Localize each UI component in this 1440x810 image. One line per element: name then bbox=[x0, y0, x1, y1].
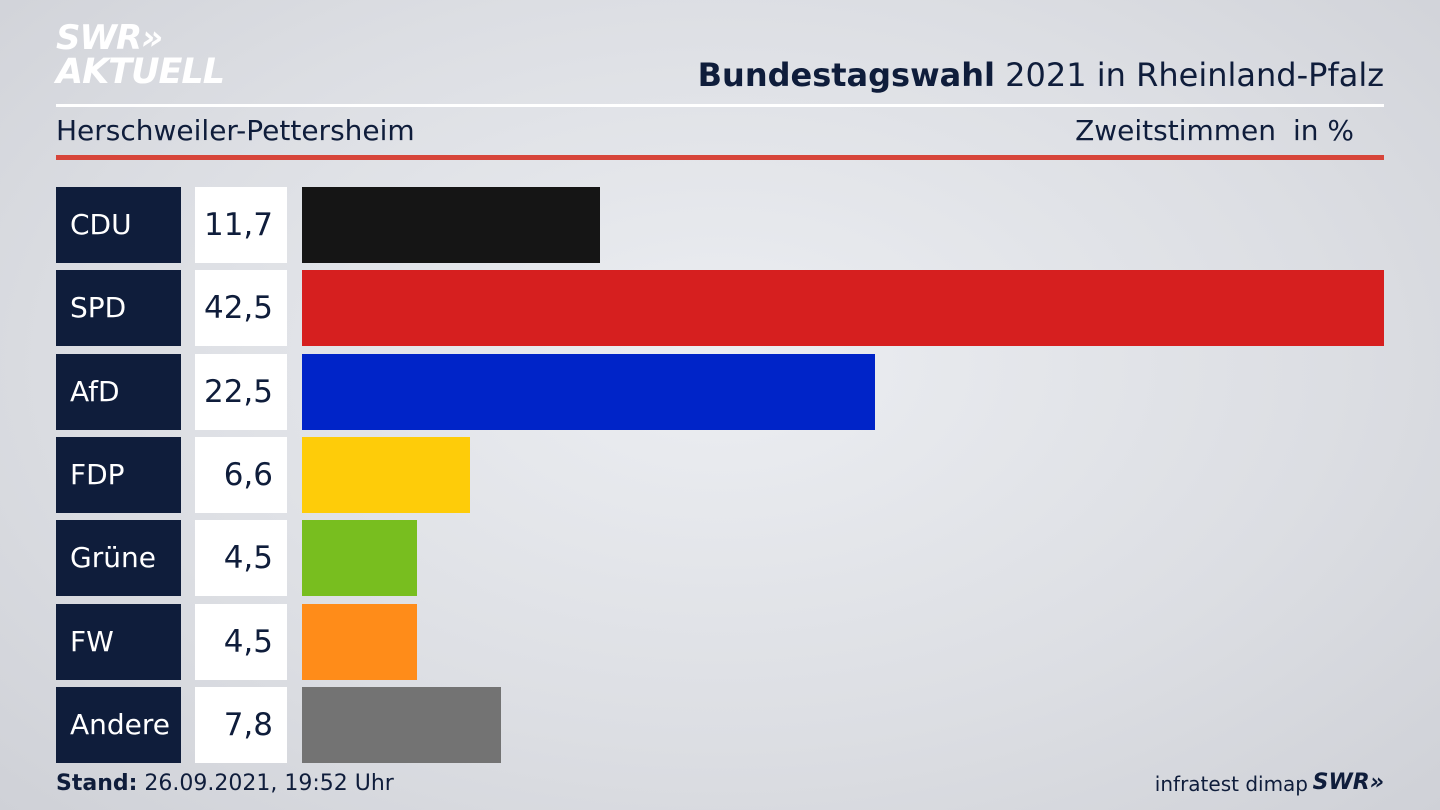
chart-title-bold: Bundestagswahl bbox=[697, 56, 995, 94]
region-label: Herschweiler-Pettersheim bbox=[56, 114, 415, 147]
timestamp: Stand: 26.09.2021, 19:52 Uhr bbox=[56, 771, 394, 796]
party-label: Grüne bbox=[56, 520, 181, 596]
value-label: 6,6 bbox=[195, 437, 287, 513]
accent-divider bbox=[56, 155, 1384, 160]
swr-brand-logo: SWR» bbox=[1312, 770, 1384, 795]
chart-title-rest: 2021 in Rheinland-Pfalz bbox=[995, 56, 1384, 94]
timestamp-label: Stand: bbox=[56, 771, 138, 796]
logo-line-1: SWR» bbox=[56, 18, 163, 58]
party-label: SPD bbox=[56, 270, 181, 346]
bar bbox=[302, 354, 875, 430]
party-label: Andere bbox=[56, 687, 181, 763]
value-label: 7,8 bbox=[195, 687, 287, 763]
logo-line-2: AKTUELL bbox=[56, 52, 225, 92]
party-label: FW bbox=[56, 604, 181, 680]
chart-row: FW 4,5 bbox=[56, 604, 1384, 680]
bar bbox=[302, 687, 501, 763]
bar bbox=[302, 520, 417, 596]
bar bbox=[302, 437, 470, 513]
header-divider bbox=[56, 104, 1384, 107]
bar bbox=[302, 187, 600, 263]
unit-label: in % bbox=[1292, 114, 1354, 147]
bar bbox=[302, 270, 1384, 346]
timestamp-value: 26.09.2021, 19:52 Uhr bbox=[137, 771, 394, 796]
value-label: 42,5 bbox=[195, 270, 287, 346]
value-label: 4,5 bbox=[195, 520, 287, 596]
swr-aktuell-logo: SWR» AKTUELL bbox=[56, 18, 225, 92]
source-label: infratest dimap bbox=[1154, 772, 1308, 796]
party-label: CDU bbox=[56, 187, 181, 263]
value-label: 4,5 bbox=[195, 604, 287, 680]
chart-row: FDP 6,6 bbox=[56, 437, 1384, 513]
value-label: 22,5 bbox=[195, 354, 287, 430]
chart-title: Bundestagswahl 2021 in Rheinland-Pfalz bbox=[698, 56, 1384, 94]
party-label: AfD bbox=[56, 354, 181, 430]
chart-row: AfD 22,5 bbox=[56, 354, 1384, 430]
chart-row: Andere 7,8 bbox=[56, 687, 1384, 763]
chart-row: CDU 11,7 bbox=[56, 187, 1384, 263]
party-label: FDP bbox=[56, 437, 181, 513]
chart-row: Grüne 4,5 bbox=[56, 520, 1384, 596]
chart-row: SPD 42,5 bbox=[56, 270, 1384, 346]
bar bbox=[302, 604, 417, 680]
bar-chart: CDU 11,7 SPD 42,5 AfD 22,5 FDP 6,6 Grüne 4,5 FW 4,5… bbox=[56, 187, 1384, 763]
value-label: 11,7 bbox=[195, 187, 287, 263]
vote-type-label: Zweitstimmen bbox=[1075, 114, 1276, 147]
